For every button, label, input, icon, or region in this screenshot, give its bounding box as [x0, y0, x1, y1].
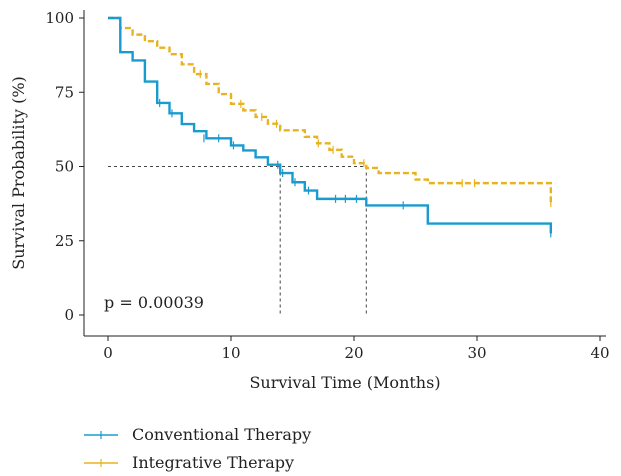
y-tick-label: 50: [55, 158, 74, 176]
median-guides: [108, 166, 367, 315]
x-tick-label: 10: [221, 344, 240, 362]
y-axis-title: Survival Probability (%): [9, 76, 28, 270]
x-axis-title: Survival Time (Months): [249, 373, 440, 392]
x-tick-label: 40: [590, 344, 609, 362]
y-tick-label: 100: [45, 9, 74, 27]
series-line-integrative-therapy: [108, 16, 552, 204]
y-tick-label: 75: [55, 83, 74, 101]
series-line-conventional-therapy: [108, 16, 552, 234]
axes: 0 25 50 75 100 0 10 20 30 40 Survival Time (Months…: [9, 9, 610, 392]
legend-label-conventional-therapy: Conventional Therapy: [132, 425, 311, 444]
y-tick-label: 0: [64, 306, 74, 324]
series-group: [108, 16, 552, 238]
p-value-annotation: p = 0.00039: [104, 293, 204, 312]
legend: Conventional Therapy Integrative Therapy: [84, 425, 311, 472]
x-tick-label: 30: [467, 344, 486, 362]
x-tick-label: 0: [103, 344, 113, 362]
legend-label-integrative-therapy: Integrative Therapy: [132, 453, 294, 472]
x-tick-label: 20: [344, 344, 363, 362]
y-tick-label: 25: [55, 232, 74, 250]
